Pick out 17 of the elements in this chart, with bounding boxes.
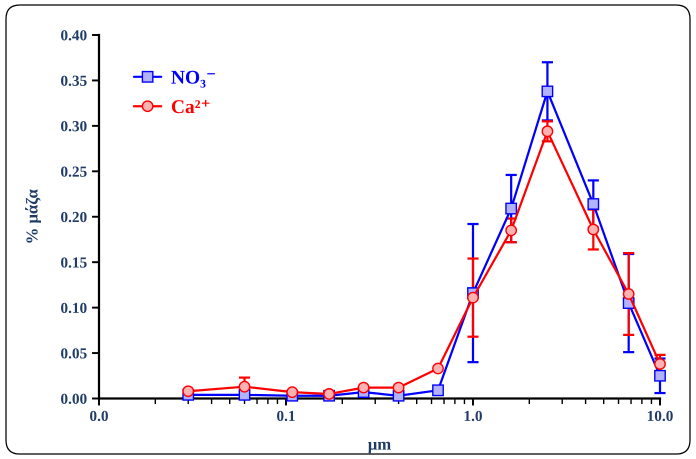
y-tick-label: 0.00 <box>61 394 87 404</box>
legend-label: NO₃⁻ <box>171 70 215 88</box>
y-tick-label: 0.15 <box>61 257 87 268</box>
x-tick-label: 0.1 <box>277 410 295 422</box>
x-axis-title: μm <box>368 442 391 454</box>
y-tick-label: 0.05 <box>61 348 87 359</box>
x-tick-label: 10.0 <box>648 410 673 422</box>
y-tick-label: 0.30 <box>61 121 87 132</box>
x-tick-label: 0.0 <box>90 410 108 422</box>
y-tick-label: 0.10 <box>61 302 87 314</box>
y-axis-title: % μάζα <box>25 189 42 243</box>
y-tick-label: 0.40 <box>61 30 87 41</box>
y-tick-label: 0.25 <box>61 166 87 177</box>
x-tick-label: 1.0 <box>464 410 482 422</box>
y-tick-label: 0.35 <box>61 76 87 86</box>
y-tick-label: 0.20 <box>61 212 87 222</box>
legend-label: Ca²⁺ <box>172 100 210 114</box>
